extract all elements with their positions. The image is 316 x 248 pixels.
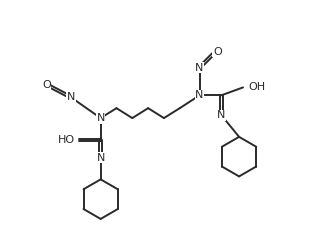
Text: O: O: [42, 80, 51, 91]
Text: O: O: [213, 47, 222, 57]
Text: N: N: [217, 110, 226, 120]
Text: HO: HO: [58, 135, 75, 145]
Text: N: N: [195, 90, 204, 100]
Text: N: N: [96, 113, 105, 123]
Text: N: N: [67, 92, 75, 102]
Text: N: N: [195, 63, 204, 73]
Text: N: N: [96, 153, 105, 163]
Text: OH: OH: [248, 82, 265, 93]
